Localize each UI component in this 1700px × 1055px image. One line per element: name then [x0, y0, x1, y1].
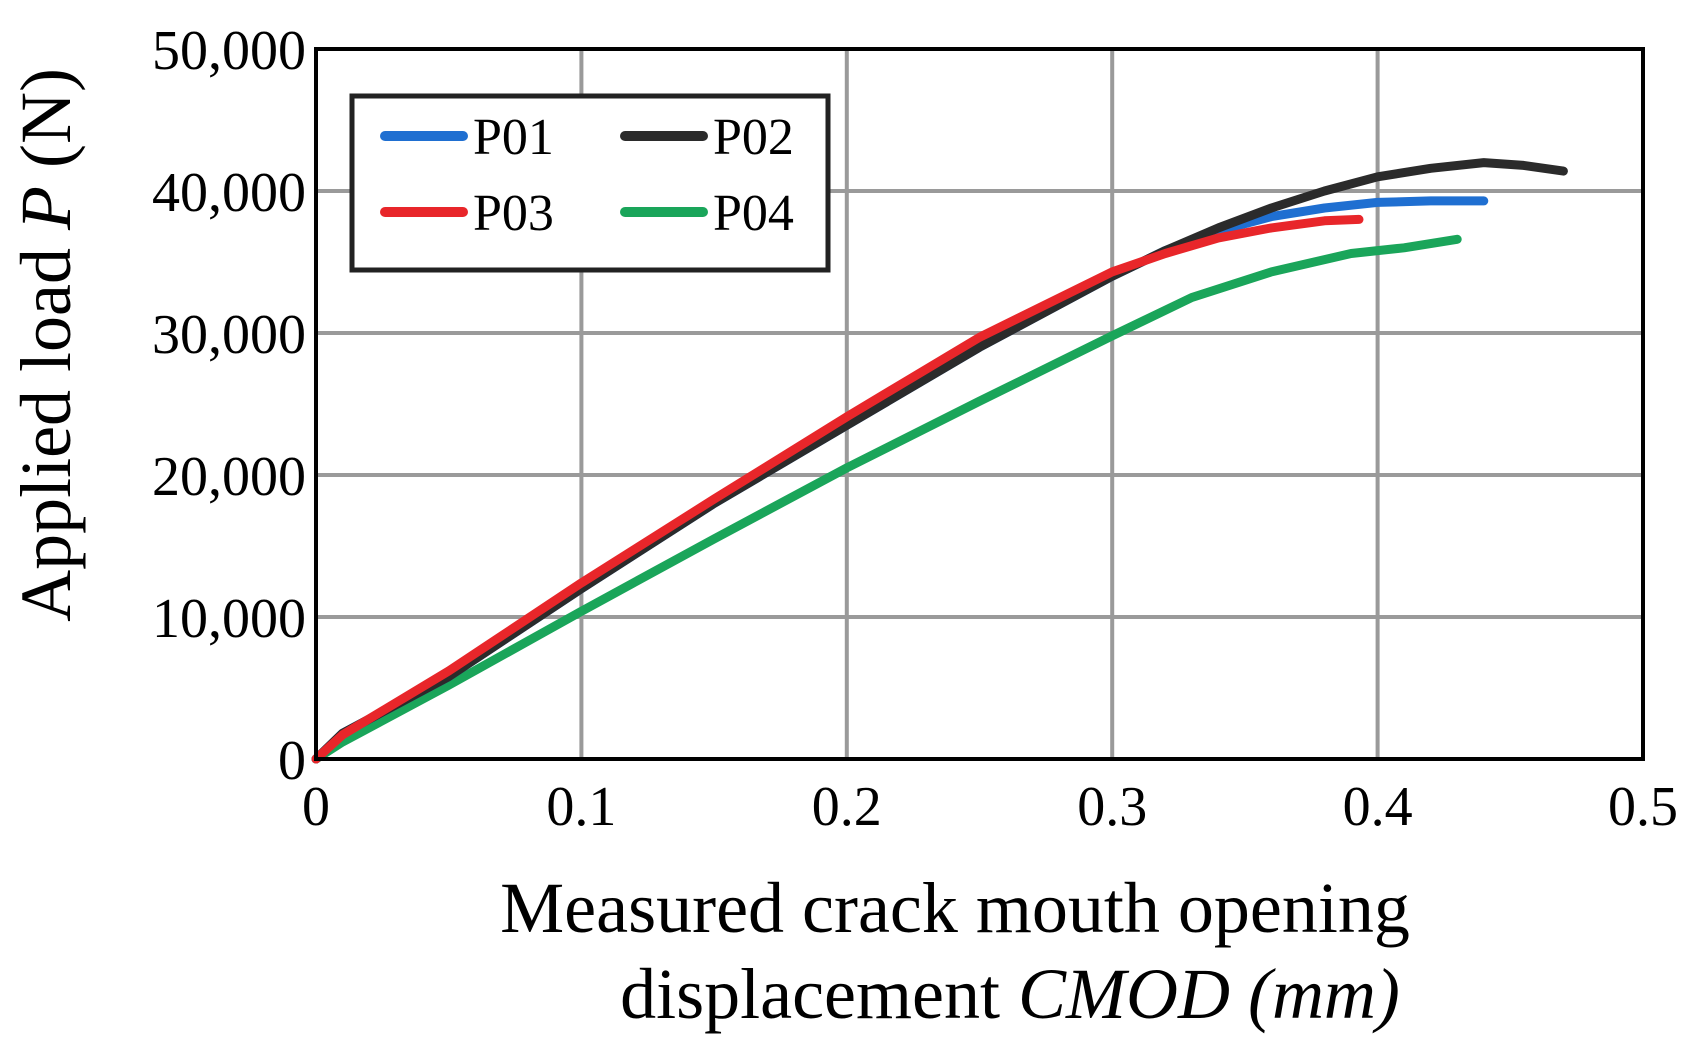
x-axis-title-line1: Measured crack mouth opening: [500, 868, 1410, 948]
legend-label-p01: P01: [473, 109, 554, 166]
y-tick-label: 50,000: [152, 20, 306, 82]
y-tick-label: 40,000: [152, 162, 306, 224]
y-axis-title-text: Applied load: [6, 230, 86, 622]
legend-box: [349, 93, 831, 273]
y-tick-label: 0: [278, 730, 306, 792]
series-lines: [311, 158, 1568, 764]
x-tick-label: 0: [302, 776, 330, 838]
x-tick-label: 0.4: [1343, 776, 1413, 838]
x-axis-title-variable: CMOD (mm): [1018, 954, 1400, 1034]
legend-label-p02: P02: [713, 109, 794, 166]
y-tick-label: 20,000: [152, 446, 306, 508]
y-tick-label: 10,000: [152, 588, 306, 650]
x-tick-label: 0.2: [812, 776, 882, 838]
legend-label-p03: P03: [473, 185, 554, 242]
legend-label-p04: P04: [713, 185, 794, 242]
tick-labels: 0 0.1 0.2 0.3 0.4 0.5 0 10,000 20,000 30,000 40,00…: [152, 20, 1678, 838]
y-axis-title-variable: P: [6, 186, 86, 231]
legend-items: P01 P02 P03 P04: [380, 109, 794, 242]
x-tick-label: 0.3: [1077, 776, 1147, 838]
legend: P01 P02 P03 P04: [349, 93, 831, 273]
y-tick-label: 30,000: [152, 304, 306, 366]
series-line-p03: [311, 214, 1364, 764]
x-tick-label: 0.1: [546, 776, 616, 838]
y-axis-title: Applied load P (N): [6, 68, 86, 622]
x-axis-title-line2: displacement CMOD (mm): [620, 954, 1400, 1034]
series-line-p01: [311, 196, 1489, 764]
y-axis-title-unit: (N): [6, 68, 86, 186]
plot-area-frame: [314, 47, 1645, 761]
x-axis-title-text: displacement: [620, 954, 1018, 1034]
x-tick-label: 0.5: [1608, 776, 1678, 838]
series-line-p04: [311, 234, 1462, 764]
